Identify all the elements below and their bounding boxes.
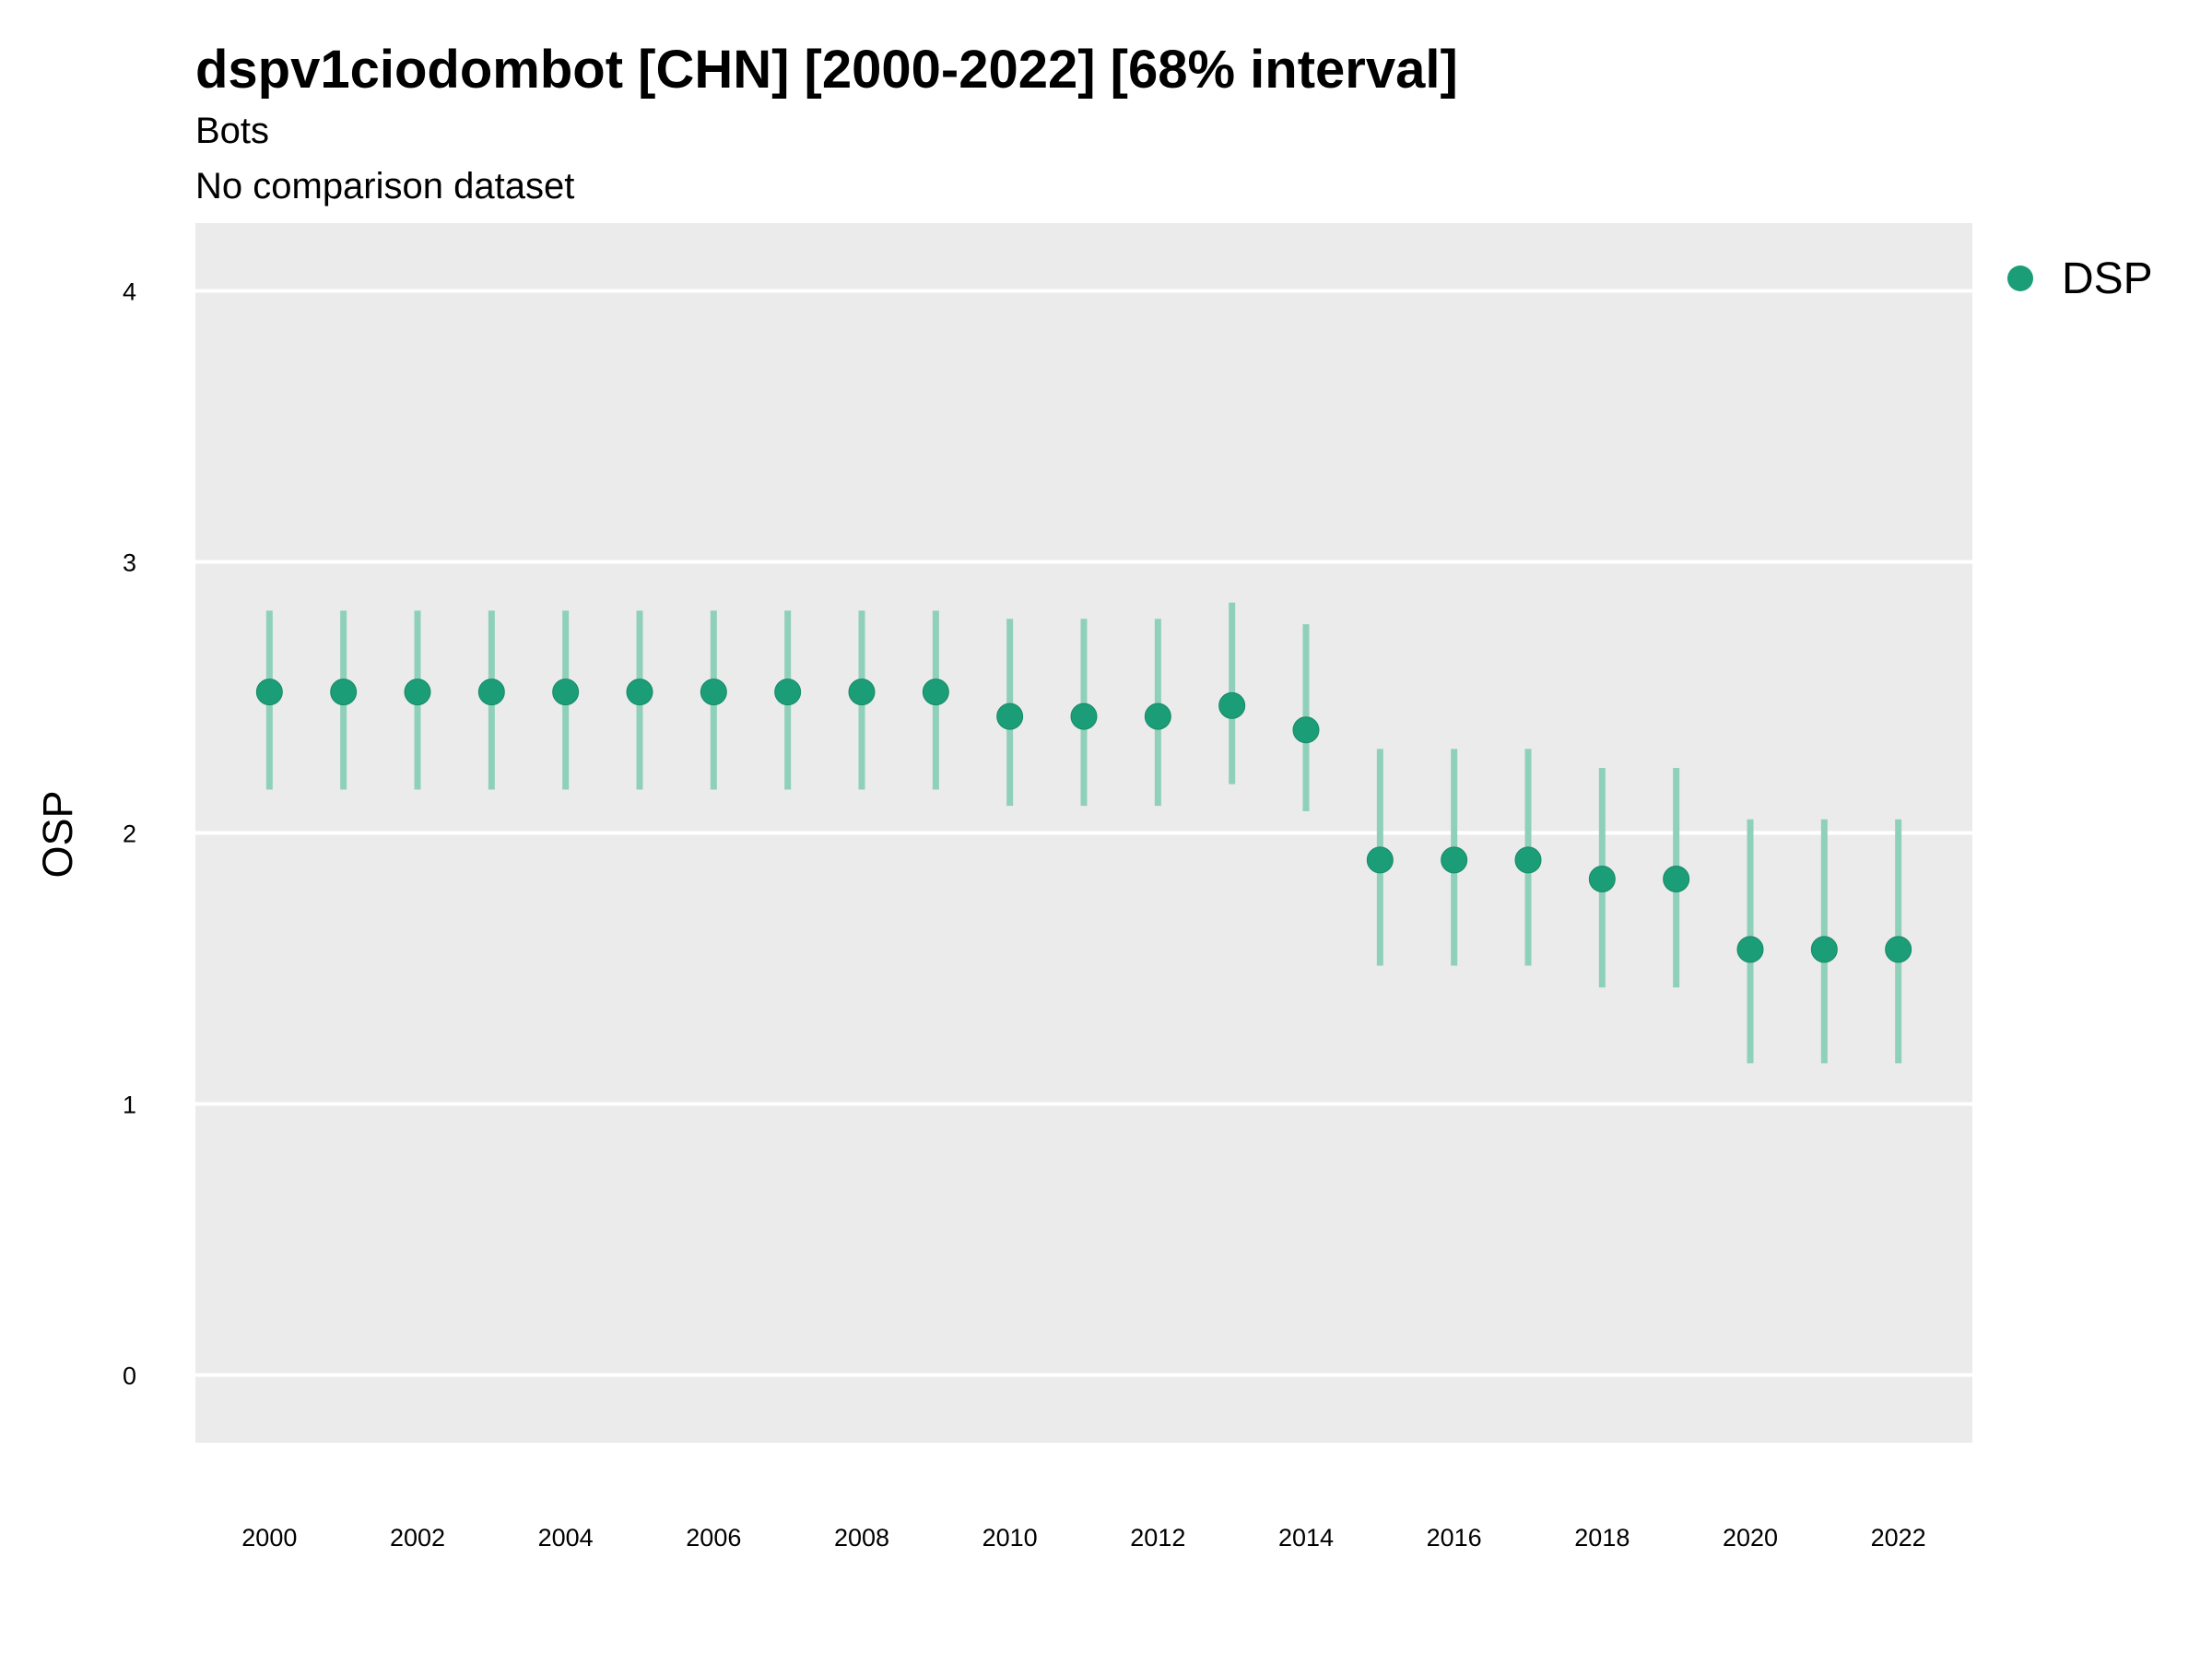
x-tick-label: 2010 (982, 1524, 1038, 1552)
data-point (1441, 846, 1468, 874)
data-point (552, 679, 580, 706)
x-tick-label: 2008 (834, 1524, 889, 1552)
data-point (477, 679, 505, 706)
x-tick-label: 2022 (1871, 1524, 1926, 1552)
data-points (255, 679, 1912, 963)
data-point (1736, 936, 1764, 963)
x-tick-label: 2014 (1278, 1524, 1334, 1552)
chart-title: dspv1ciodombot [CHN] [2000-2022] [68% in… (195, 40, 1458, 100)
y-tick-label: 3 (123, 549, 136, 577)
y-tick-label: 0 (123, 1363, 136, 1390)
data-point (1588, 865, 1616, 892)
x-tick-label: 2020 (1723, 1524, 1778, 1552)
data-point (626, 679, 653, 706)
data-point (1144, 702, 1171, 730)
x-tick-label: 2002 (390, 1524, 445, 1552)
x-tick-label: 2016 (1427, 1524, 1482, 1552)
x-tick-label: 2012 (1130, 1524, 1185, 1552)
legend: DSP (2007, 254, 2153, 303)
data-point (330, 679, 358, 706)
x-tick-label: 2000 (241, 1524, 297, 1552)
legend-marker (2007, 266, 2033, 291)
data-point (996, 702, 1024, 730)
data-point (255, 679, 283, 706)
y-tick-label: 2 (123, 820, 136, 848)
data-point (404, 679, 431, 706)
data-point (1218, 691, 1246, 719)
data-point (1514, 846, 1542, 874)
data-point (922, 679, 949, 706)
legend-label-dsp: DSP (2062, 254, 2153, 303)
data-point (1810, 936, 1838, 963)
data-point (848, 679, 876, 706)
chart-subtitle: Bots (195, 111, 269, 151)
y-tick-label: 4 (123, 278, 136, 306)
data-point (1885, 936, 1912, 963)
data-point (1366, 846, 1394, 874)
data-point (1663, 865, 1690, 892)
chart-caption: No comparison dataset (195, 166, 574, 207)
data-point (700, 679, 727, 706)
data-point (1070, 702, 1098, 730)
data-point (1292, 716, 1320, 744)
x-tick-label: 2006 (686, 1524, 741, 1552)
x-tick-label: 2004 (538, 1524, 594, 1552)
x-tick-labels: 2000 2002 2004 2006 2008 2010 2012 2014 2016 2018… (241, 1524, 1925, 1552)
y-tick-label: 1 (123, 1092, 136, 1119)
y-tick-labels: 0 1 2 3 4 (123, 278, 136, 1390)
y-axis-title: OSP (34, 790, 81, 878)
x-tick-label: 2018 (1574, 1524, 1630, 1552)
data-point (774, 679, 802, 706)
